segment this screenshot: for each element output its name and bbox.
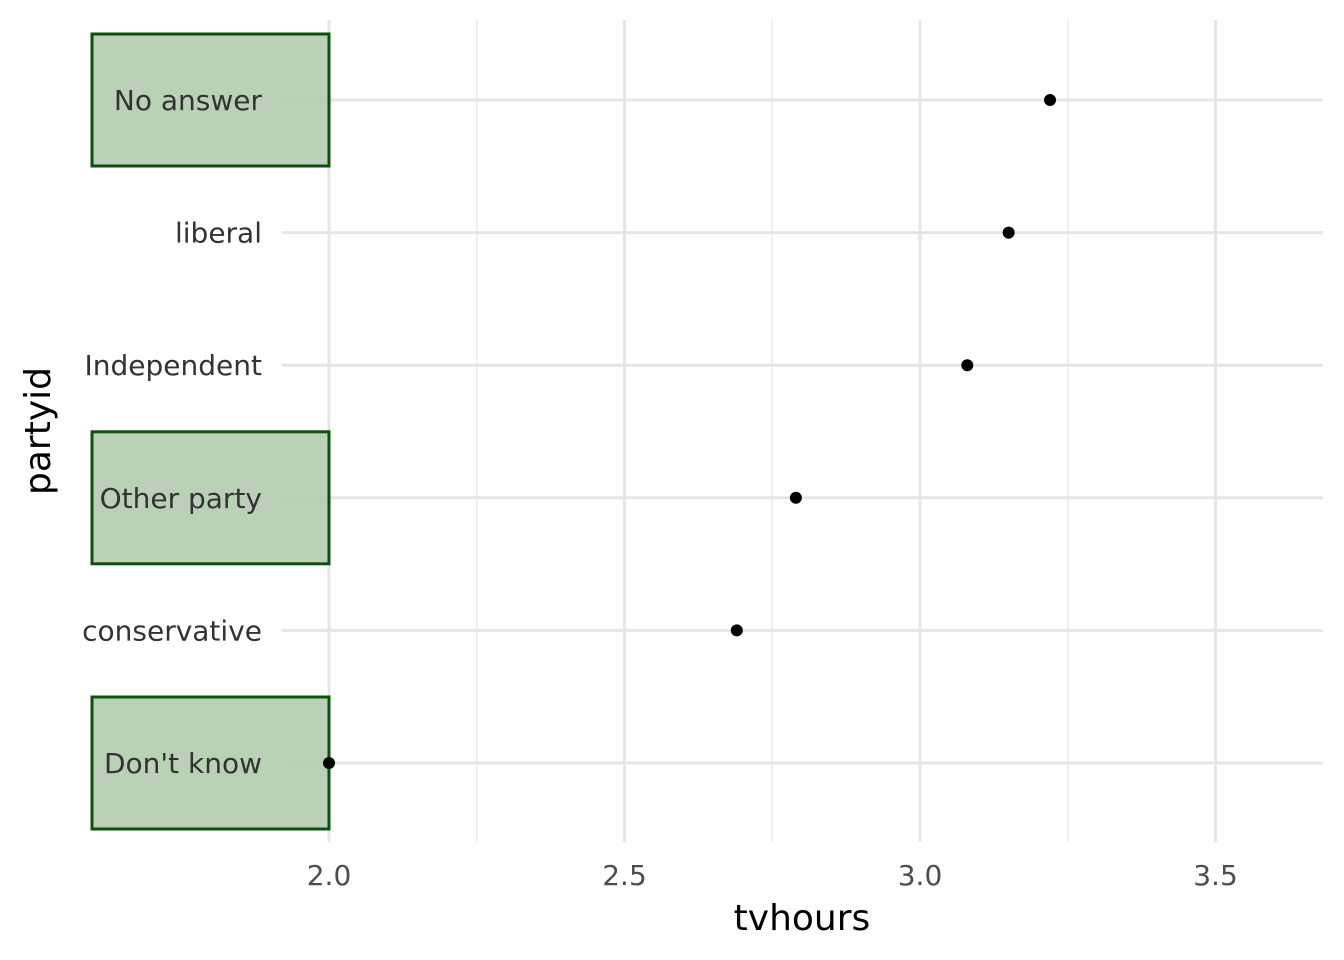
data-point	[1002, 226, 1015, 239]
data-point	[961, 359, 974, 372]
y-tick-label: Independent	[85, 349, 262, 382]
y-tick-label: conservative	[82, 614, 262, 647]
x-axis-title: tvhours	[734, 898, 871, 939]
data-points	[323, 94, 1057, 769]
data-point	[323, 757, 335, 769]
y-tick-labels: No answer liberal Independent Other party co…	[82, 84, 262, 780]
highlight-box	[90, 430, 331, 566]
y-tick-label: liberal	[175, 217, 262, 250]
x-tick-label: 3.0	[898, 859, 943, 892]
x-tick-labels: 2.0 2.5 3.0 3.5	[307, 859, 1238, 892]
x-tick-label: 2.5	[602, 859, 647, 892]
highlight-box	[90, 32, 331, 168]
data-point	[1044, 94, 1057, 106]
y-tick-label: No answer	[114, 84, 263, 117]
y-tick-label: Other party	[100, 482, 262, 515]
y-tick-label: Don't know	[104, 747, 262, 780]
data-point	[789, 491, 802, 504]
grid	[282, 20, 1323, 842]
x-tick-label: 3.5	[1193, 859, 1238, 892]
x-tick-label: 2.0	[307, 859, 352, 892]
data-point	[730, 624, 743, 637]
highlight-box	[90, 695, 331, 831]
highlight-boxes	[90, 32, 331, 831]
y-axis-title: partyid	[18, 367, 59, 495]
